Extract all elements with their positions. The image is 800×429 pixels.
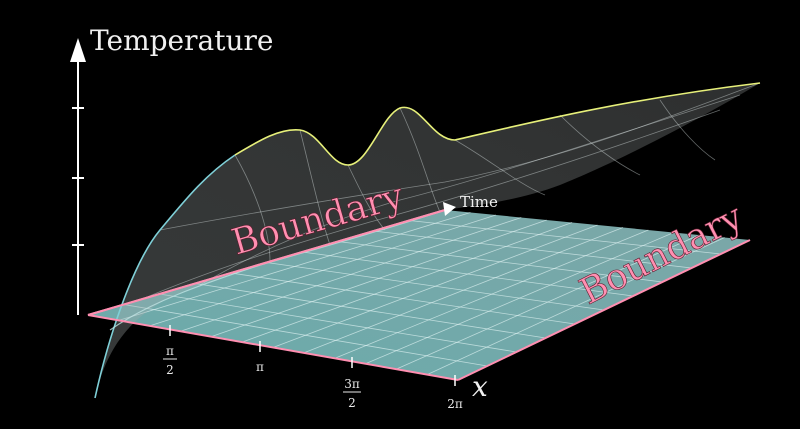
time-axis-arrow [443,202,456,216]
temperature-axis-title: Temperature [90,24,273,57]
surface-mesh-line [139,109,721,301]
x-axis-ticks [169,325,456,386]
plane-grid-line [195,283,546,339]
surface-mesh-line [347,164,386,231]
svg-text:π: π [256,360,264,374]
plane-grid-line [230,272,575,325]
surface-mesh-line [559,114,641,176]
x-tick-label: 2π [447,397,463,411]
x-tick-label: 3π 2 [343,377,361,410]
surface-mesh-line [659,99,716,161]
surface-mesh-line [454,139,546,196]
x-tick-label: π [256,360,264,374]
svg-text:π: π [166,344,174,358]
base-plane [88,210,750,380]
surface-mesh-line [199,94,741,286]
x-tick-label: π 2 [163,344,177,377]
surface-mesh-line [159,82,761,231]
time-axis-title: Time [460,193,498,211]
boundary-edge-right [457,239,751,381]
temperature-axis-ticks [72,107,84,246]
x-axis [87,314,459,381]
plane-grid-line [373,230,692,269]
surface-mesh-line [399,107,441,213]
temperature-axis-arrow [70,38,86,62]
plane-grid-line [123,304,488,367]
x-axis-title: x [472,370,488,403]
svg-text:2: 2 [166,363,174,377]
surface-mesh-line [234,154,271,263]
time-axis [87,209,446,316]
plane-grid-line [159,293,517,353]
surface-initial-edge [234,82,761,166]
plane-grid-line [337,241,663,283]
surface-mesh [139,82,761,301]
svg-text:2π: 2π [447,397,463,411]
svg-text:3π: 3π [344,377,360,391]
plane-grid-line [302,251,634,297]
surface-mesh-line [299,129,331,246]
surface-front-edge [94,154,236,399]
plane-grid-line [409,220,721,255]
svg-text:2: 2 [348,396,356,410]
plane-grid [118,212,725,375]
plane-grid-line [266,262,605,311]
temperature-surface [95,83,760,398]
